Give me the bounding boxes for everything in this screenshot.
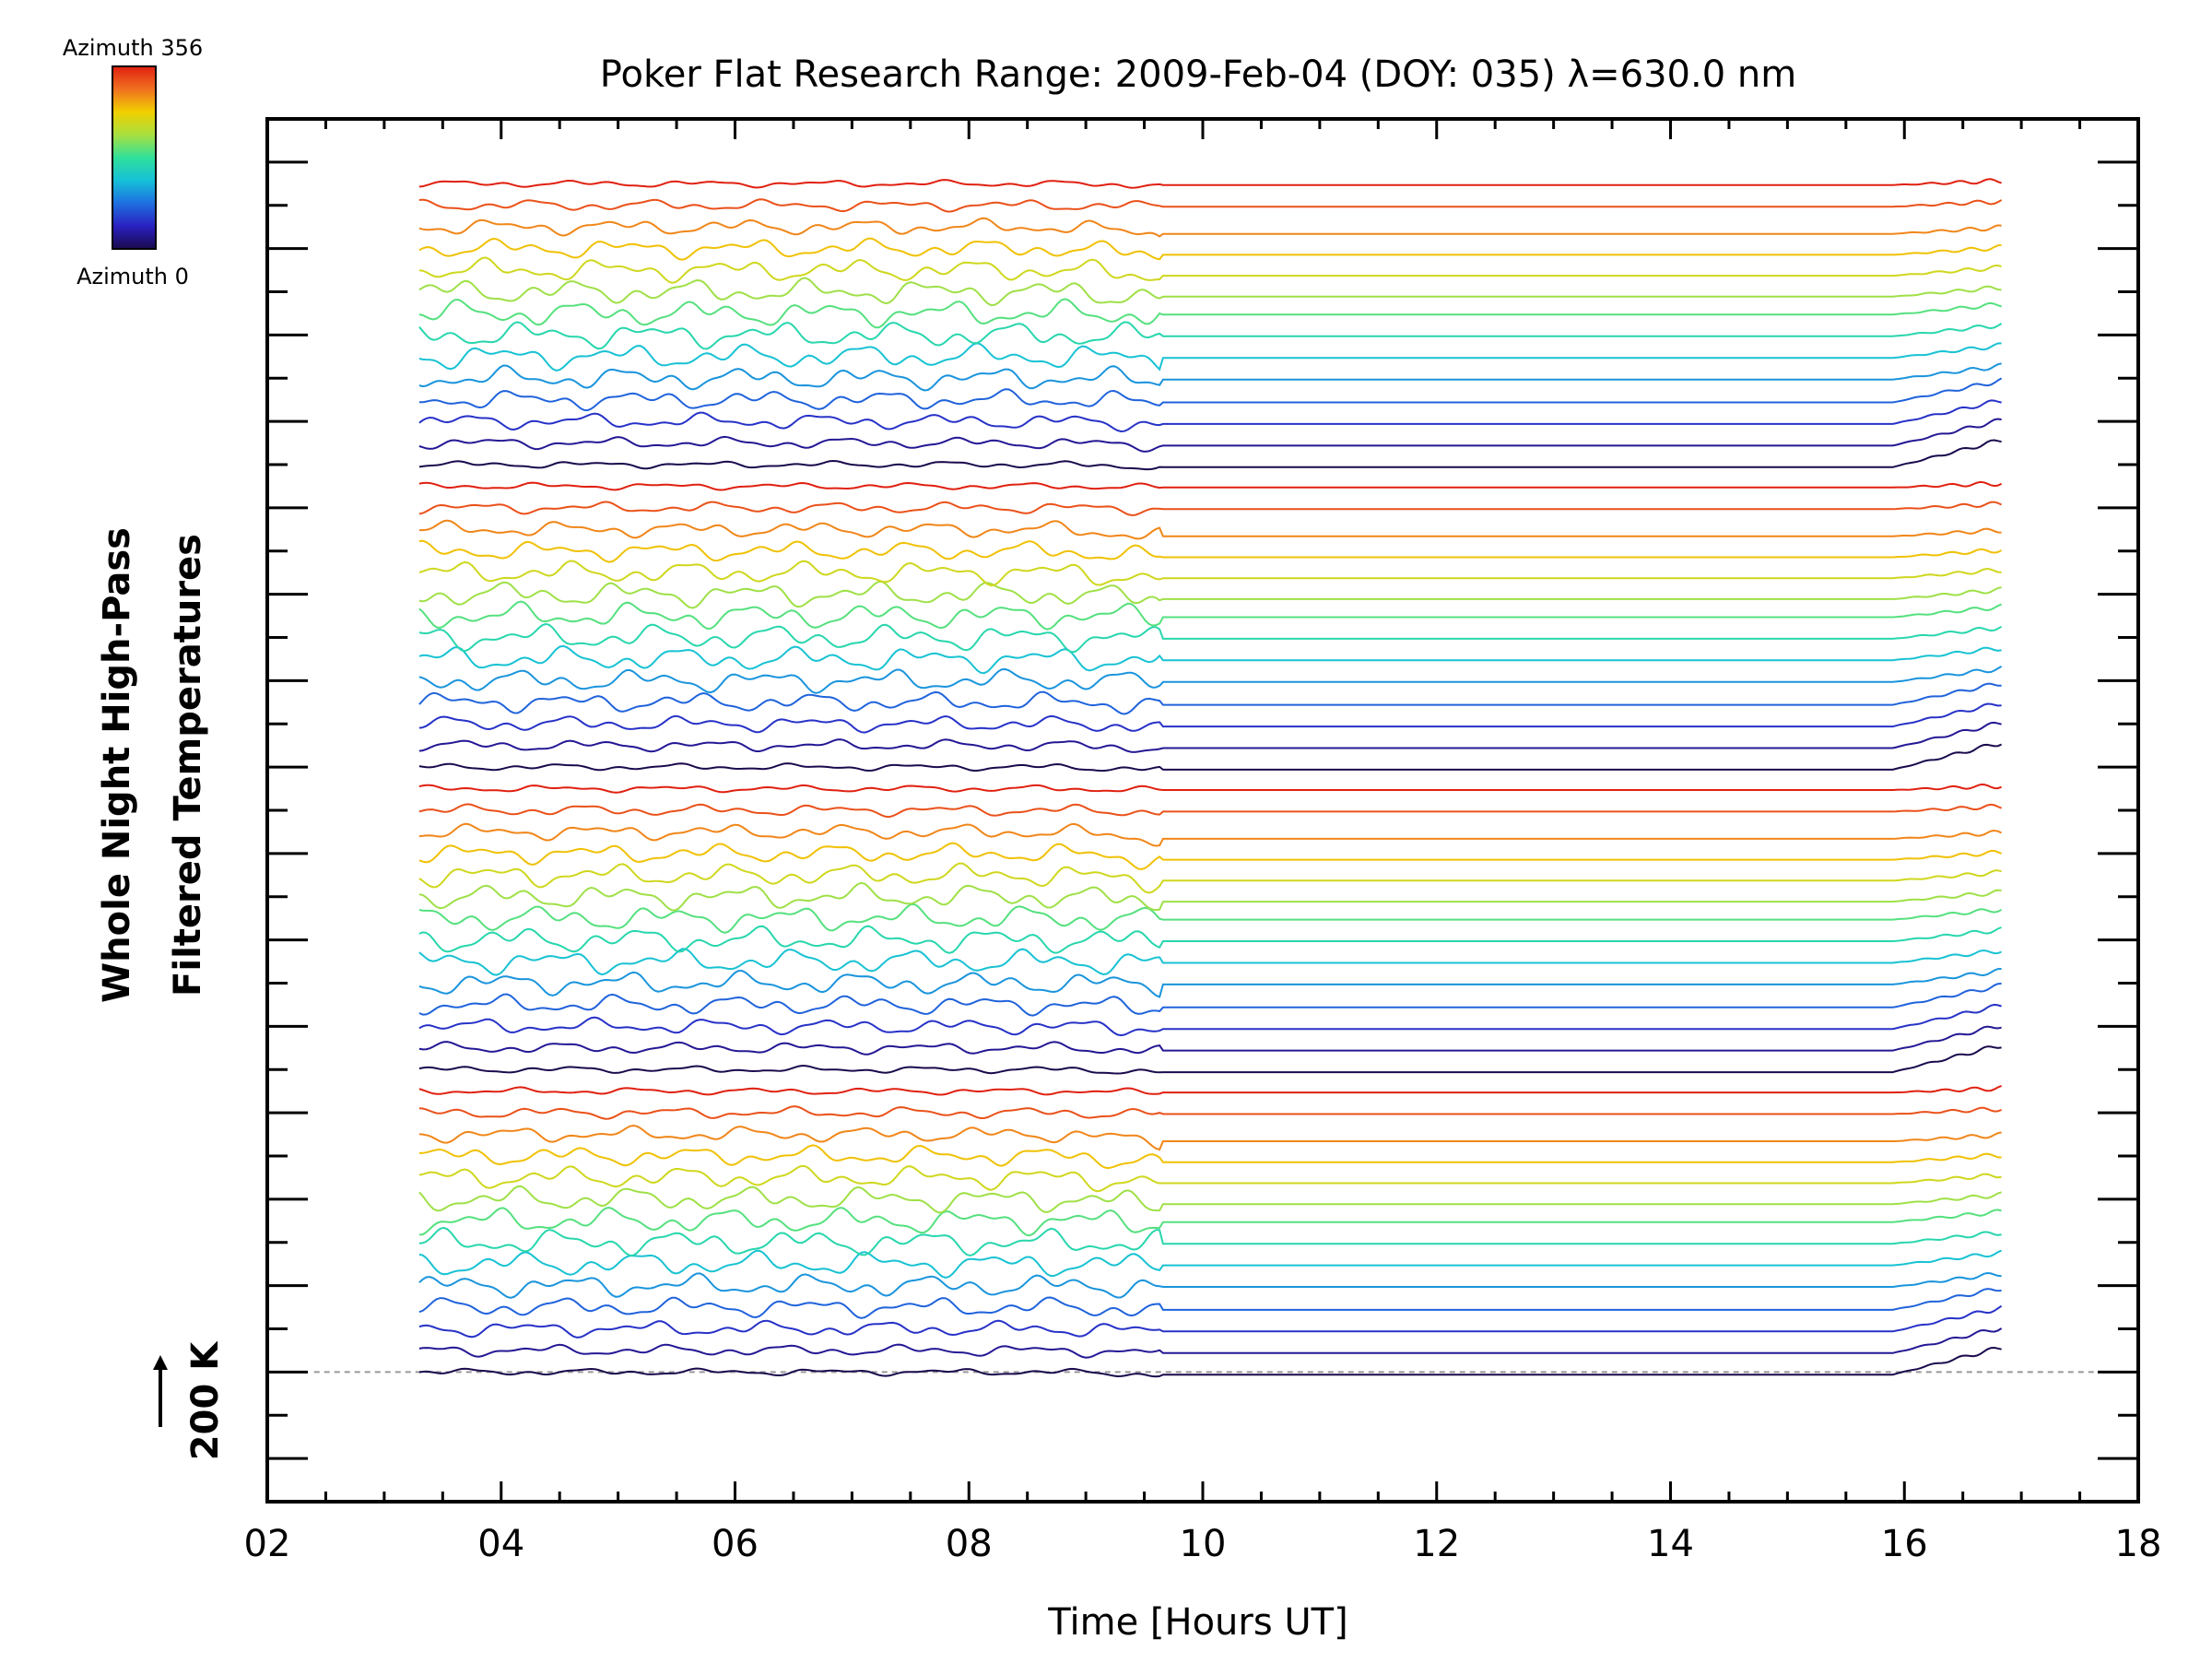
trace-line-28 <box>418 743 2002 773</box>
trace-line-34 <box>418 622 2003 654</box>
y-axis-label-line1: Whole Night High-Pass <box>96 527 138 1003</box>
trace-line-32 <box>418 666 2003 694</box>
x-axis-label: Time [Hours UT] <box>1047 1601 1347 1644</box>
x-tick-label-12: 12 <box>1413 1523 1460 1565</box>
trace-line-35 <box>418 600 2002 631</box>
x-tick-label-06: 06 <box>712 1523 759 1565</box>
trace-line-13 <box>418 1084 2002 1096</box>
trace-line-39 <box>418 519 2002 540</box>
x-tick-label-04: 04 <box>477 1523 524 1565</box>
scale-arrow-head <box>153 1355 168 1370</box>
trace-line-51 <box>418 256 2002 284</box>
trace-line-30 <box>418 702 2002 734</box>
trace-line-31 <box>418 682 2002 715</box>
trace-line-44 <box>418 399 2002 433</box>
trace-line-18 <box>418 968 2002 998</box>
x-tick-label-08: 08 <box>946 1523 993 1565</box>
trace-line-26 <box>418 803 2002 819</box>
colorbar-gradient <box>112 65 157 250</box>
trace-line-24 <box>418 842 2002 870</box>
trace-line-3 <box>418 1288 2002 1319</box>
trace-line-5 <box>418 1249 2003 1280</box>
x-tick-label-10: 10 <box>1180 1523 1227 1565</box>
trace-line-0 <box>418 1346 2002 1378</box>
chart-title: Poker Flat Research Range: 2009-Feb-04 (… <box>600 53 1796 96</box>
trace-line-38 <box>418 539 2003 563</box>
trace-line-55 <box>418 178 2002 189</box>
trace-line-14 <box>418 1045 2002 1075</box>
trace-line-4 <box>418 1271 2002 1299</box>
colorbar: Azimuth 356 Azimuth 0 <box>63 35 203 289</box>
trace-line-20 <box>418 925 2002 954</box>
trace-line-21 <box>418 902 2003 934</box>
trace-line-37 <box>418 560 2002 587</box>
trace-line-47 <box>418 342 2002 372</box>
x-tick-label-18: 18 <box>2115 1523 2162 1565</box>
x-tick-label-14: 14 <box>1647 1523 1694 1565</box>
trace-line-41 <box>418 480 2003 491</box>
trace-line-15 <box>418 1025 2002 1056</box>
colorbar-bottom-label: Azimuth 0 <box>76 264 189 289</box>
trace-line-33 <box>418 644 2002 675</box>
trace-line-49 <box>418 298 2002 329</box>
trace-line-53 <box>418 217 2002 238</box>
trace-line-1 <box>418 1327 2003 1359</box>
trace-line-12 <box>418 1105 2002 1120</box>
trace-line-40 <box>418 501 2003 516</box>
plot-frame <box>265 117 2140 1504</box>
traces-layer <box>418 178 2003 1378</box>
x-tick-label-16: 16 <box>1881 1523 1928 1565</box>
trace-line-43 <box>418 418 2002 453</box>
trace-line-48 <box>418 321 2003 350</box>
trace-line-6 <box>418 1226 2002 1257</box>
trace-line-2 <box>418 1304 2003 1339</box>
y-axis-label-line2: Filtered Temperatures <box>167 534 209 997</box>
scale-label: 200 K <box>184 1340 227 1460</box>
trace-line-42 <box>418 439 2002 471</box>
trace-line-17 <box>418 983 2002 1017</box>
trace-line-9 <box>418 1164 2002 1193</box>
trace-line-22 <box>418 881 2002 912</box>
x-tick-label-02: 02 <box>244 1523 291 1565</box>
ticks-layer <box>265 117 2140 1504</box>
trace-line-29 <box>418 721 2002 753</box>
trace-line-54 <box>418 198 2003 213</box>
trace-line-45 <box>418 377 2003 412</box>
scale-indicator: 200 K <box>153 1340 227 1460</box>
trace-line-7 <box>418 1206 2002 1237</box>
trace-line-10 <box>418 1144 2002 1170</box>
trace-line-52 <box>418 237 2002 261</box>
x-tick-labels: 02 04 06 08 10 12 14 16 18 <box>244 1523 2162 1565</box>
trace-line-50 <box>418 277 2002 307</box>
trace-line-25 <box>418 822 2002 847</box>
colorbar-top-label: Azimuth 356 <box>63 35 203 61</box>
trace-line-27 <box>418 783 2002 794</box>
trace-line-23 <box>418 862 2002 894</box>
trace-line-46 <box>418 362 2002 392</box>
trace-line-19 <box>418 948 2002 976</box>
trace-line-11 <box>418 1124 2002 1151</box>
trace-line-8 <box>418 1185 2002 1214</box>
y-axis-label: Whole Night High-Pass Filtered Temperatu… <box>96 527 209 1003</box>
trace-line-16 <box>418 1003 2002 1037</box>
trace-line-36 <box>418 580 2002 609</box>
